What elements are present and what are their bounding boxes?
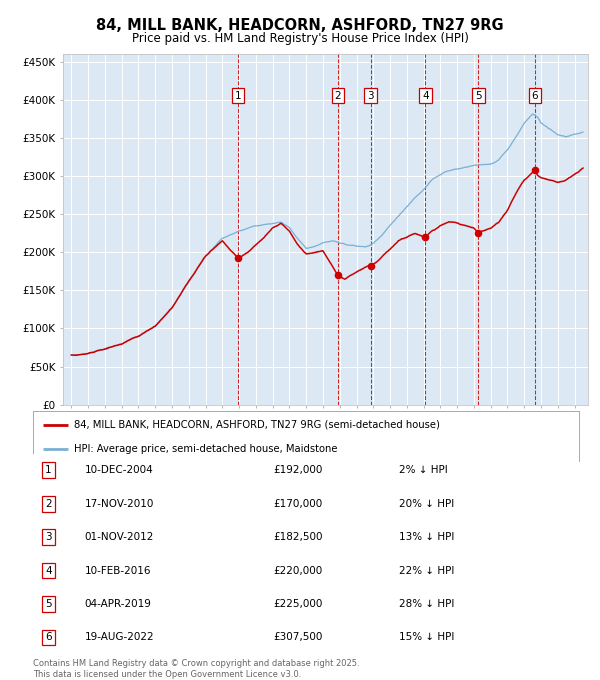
Text: 4: 4 [45,566,52,575]
Text: 13% ↓ HPI: 13% ↓ HPI [399,532,454,542]
Text: HPI: Average price, semi-detached house, Maidstone: HPI: Average price, semi-detached house,… [74,443,337,454]
Text: 84, MILL BANK, HEADCORN, ASHFORD, TN27 9RG: 84, MILL BANK, HEADCORN, ASHFORD, TN27 9… [96,18,504,33]
Text: 3: 3 [367,90,374,101]
Text: £225,000: £225,000 [273,599,323,609]
Text: 28% ↓ HPI: 28% ↓ HPI [399,599,454,609]
Text: 1: 1 [235,90,241,101]
Text: 2: 2 [334,90,341,101]
Text: 1: 1 [45,465,52,475]
Text: £220,000: £220,000 [273,566,322,575]
Text: 17-NOV-2010: 17-NOV-2010 [85,498,154,509]
Text: 4: 4 [422,90,429,101]
Text: 19-AUG-2022: 19-AUG-2022 [85,632,154,643]
Text: 6: 6 [45,632,52,643]
Text: £182,500: £182,500 [273,532,323,542]
Text: £170,000: £170,000 [273,498,322,509]
Text: 6: 6 [532,90,538,101]
Text: 01-NOV-2012: 01-NOV-2012 [85,532,154,542]
Text: 10-DEC-2004: 10-DEC-2004 [85,465,154,475]
Text: 3: 3 [45,532,52,542]
Text: £307,500: £307,500 [273,632,323,643]
Text: 10-FEB-2016: 10-FEB-2016 [85,566,151,575]
Text: 5: 5 [45,599,52,609]
Text: Price paid vs. HM Land Registry's House Price Index (HPI): Price paid vs. HM Land Registry's House … [131,32,469,45]
Text: 15% ↓ HPI: 15% ↓ HPI [399,632,454,643]
Text: 20% ↓ HPI: 20% ↓ HPI [399,498,454,509]
Text: 5: 5 [475,90,482,101]
Text: Contains HM Land Registry data © Crown copyright and database right 2025.
This d: Contains HM Land Registry data © Crown c… [33,659,359,679]
Text: 04-APR-2019: 04-APR-2019 [85,599,152,609]
Text: 2: 2 [45,498,52,509]
Text: £192,000: £192,000 [273,465,323,475]
Text: 84, MILL BANK, HEADCORN, ASHFORD, TN27 9RG (semi-detached house): 84, MILL BANK, HEADCORN, ASHFORD, TN27 9… [74,420,440,430]
Text: 22% ↓ HPI: 22% ↓ HPI [399,566,454,575]
Text: 2% ↓ HPI: 2% ↓ HPI [399,465,448,475]
